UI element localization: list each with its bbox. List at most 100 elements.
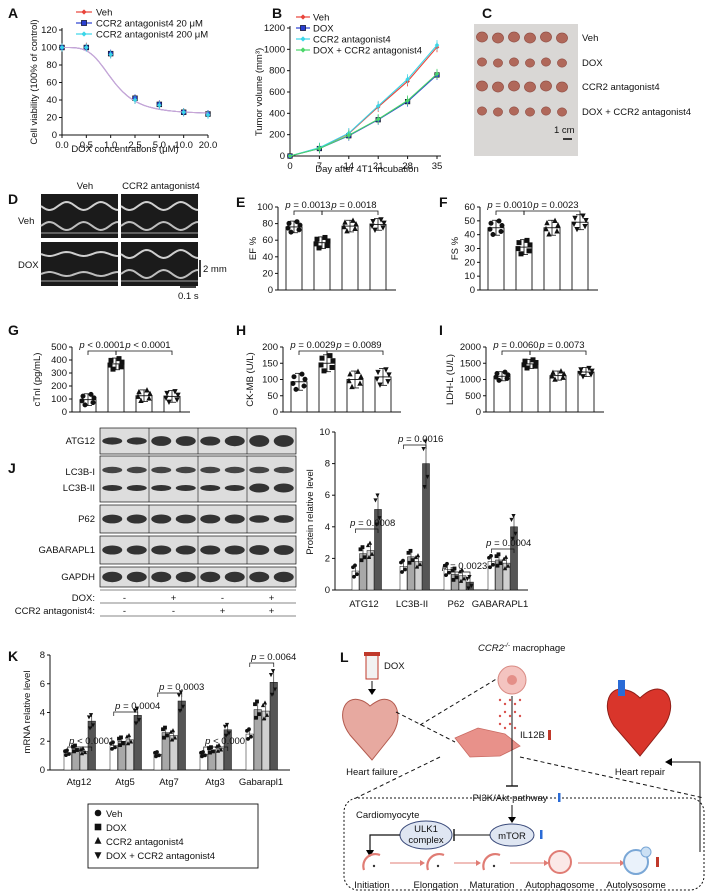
- treatment-label-ccr2: CCR2 antagonist4:: [15, 606, 95, 617]
- ytick-label: 60: [262, 235, 273, 246]
- legend-label-K: Veh: [106, 809, 122, 820]
- data-point: [319, 355, 325, 361]
- ytick-label-B: 400: [269, 108, 285, 119]
- data-point: [378, 217, 384, 223]
- data-point-B: [405, 98, 410, 103]
- blot-row-label: GABARAPL1: [39, 545, 96, 556]
- data-point: [509, 517, 514, 522]
- data-point: [79, 751, 85, 756]
- data-point: [353, 563, 357, 568]
- bar: [577, 371, 595, 413]
- blot-band: [249, 466, 270, 474]
- data-point: [286, 220, 292, 226]
- blot-band: [273, 545, 294, 555]
- data-point: [515, 246, 521, 252]
- data-point: [341, 223, 347, 230]
- tumor: [492, 32, 504, 44]
- data-point: [533, 360, 539, 366]
- ytick-label: 200: [262, 342, 278, 353]
- blot-row-label: GAPDH: [61, 572, 95, 583]
- tumor: [556, 81, 568, 93]
- ytick-label: 40: [464, 230, 475, 241]
- data-point: [580, 374, 586, 380]
- data-point-A: [83, 45, 89, 50]
- data-point: [88, 391, 94, 397]
- data-point: [373, 498, 378, 503]
- xtick-label-B: 35: [432, 161, 443, 172]
- legend-marker-B: [300, 14, 306, 20]
- data-point: [461, 576, 467, 581]
- p-value-label-J: p = 0.0016: [397, 434, 443, 445]
- data-point-A: [205, 112, 211, 118]
- data-point: [119, 735, 123, 740]
- ytick-label-A: 40: [46, 95, 57, 106]
- data-point: [421, 447, 426, 452]
- il12b-dot: [503, 710, 507, 714]
- ytick-label-K: 0: [40, 765, 45, 776]
- data-point: [126, 732, 132, 738]
- panel-label-A: A: [8, 5, 18, 21]
- data-point: [380, 225, 386, 231]
- data-point: [360, 545, 365, 550]
- il12b-label: IL12B: [520, 730, 545, 741]
- x-category-label-J: LC3B-II: [396, 599, 428, 610]
- y-axis-title-H: CK-MB (U/L): [245, 352, 256, 406]
- data-point: [128, 739, 134, 744]
- xtick-label-A: 20.0: [199, 140, 218, 151]
- data-point: [82, 402, 88, 408]
- data-point: [560, 374, 566, 380]
- ulk1-label: complex: [408, 835, 444, 846]
- ytick-label-A: 120: [41, 25, 57, 36]
- x-category-label-K: Atg5: [115, 777, 135, 788]
- treatment-sign: -: [123, 606, 126, 617]
- data-point: [352, 574, 356, 579]
- data-point: [350, 217, 356, 223]
- cargo-dot: [436, 864, 440, 868]
- data-point: [488, 565, 492, 570]
- ytick-label-B: 1200: [264, 23, 285, 34]
- data-point: [466, 586, 471, 591]
- ytick-label: 0: [62, 407, 67, 418]
- data-point: [549, 373, 555, 379]
- data-point: [414, 564, 420, 569]
- ytick-label-B: 1000: [264, 44, 285, 55]
- stage-arrow-head: [620, 860, 625, 866]
- legend-marker-B: [300, 47, 306, 53]
- ytick-label: 0: [273, 407, 278, 418]
- data-point: [530, 357, 536, 363]
- data-point: [386, 372, 392, 378]
- significance-bracket-J: [491, 548, 515, 553]
- data-point: [163, 725, 167, 730]
- ytick-label: 200: [51, 381, 67, 392]
- xtick-label-A: 0.0: [55, 140, 68, 151]
- data-point: [369, 551, 375, 556]
- data-point: [583, 217, 589, 224]
- treatment-sign: +: [269, 593, 275, 604]
- dashed-connector: [519, 756, 705, 799]
- ytick-label-A: 100: [41, 43, 57, 54]
- echo-image: [121, 242, 198, 286]
- significance-bracket: [298, 350, 328, 355]
- ytick-label: 30: [464, 244, 475, 255]
- ytick-label: 100: [257, 202, 273, 213]
- blot-band: [249, 483, 270, 493]
- data-point: [580, 213, 586, 219]
- blot-band: [151, 466, 172, 474]
- data-point: [260, 702, 266, 708]
- tumor-row-label: Veh: [582, 33, 598, 44]
- significance-bracket: [529, 350, 587, 355]
- x-category-label-K: Gabarapl1: [239, 777, 283, 788]
- echo-row-label: DOX: [18, 260, 39, 271]
- ytick-label-B: 200: [269, 130, 285, 141]
- blot-band: [224, 571, 245, 583]
- blot-band: [200, 436, 221, 446]
- data-point: [329, 364, 335, 370]
- blot-band: [224, 514, 245, 524]
- scale-label-C: 1 cm: [554, 125, 575, 136]
- data-point: [366, 554, 372, 560]
- ytick-label: 20: [262, 268, 273, 279]
- macrophage-nucleus: [507, 675, 517, 685]
- panel-label-H: H: [236, 322, 246, 338]
- data-point: [262, 700, 268, 705]
- autolysosome-icon: [623, 849, 649, 875]
